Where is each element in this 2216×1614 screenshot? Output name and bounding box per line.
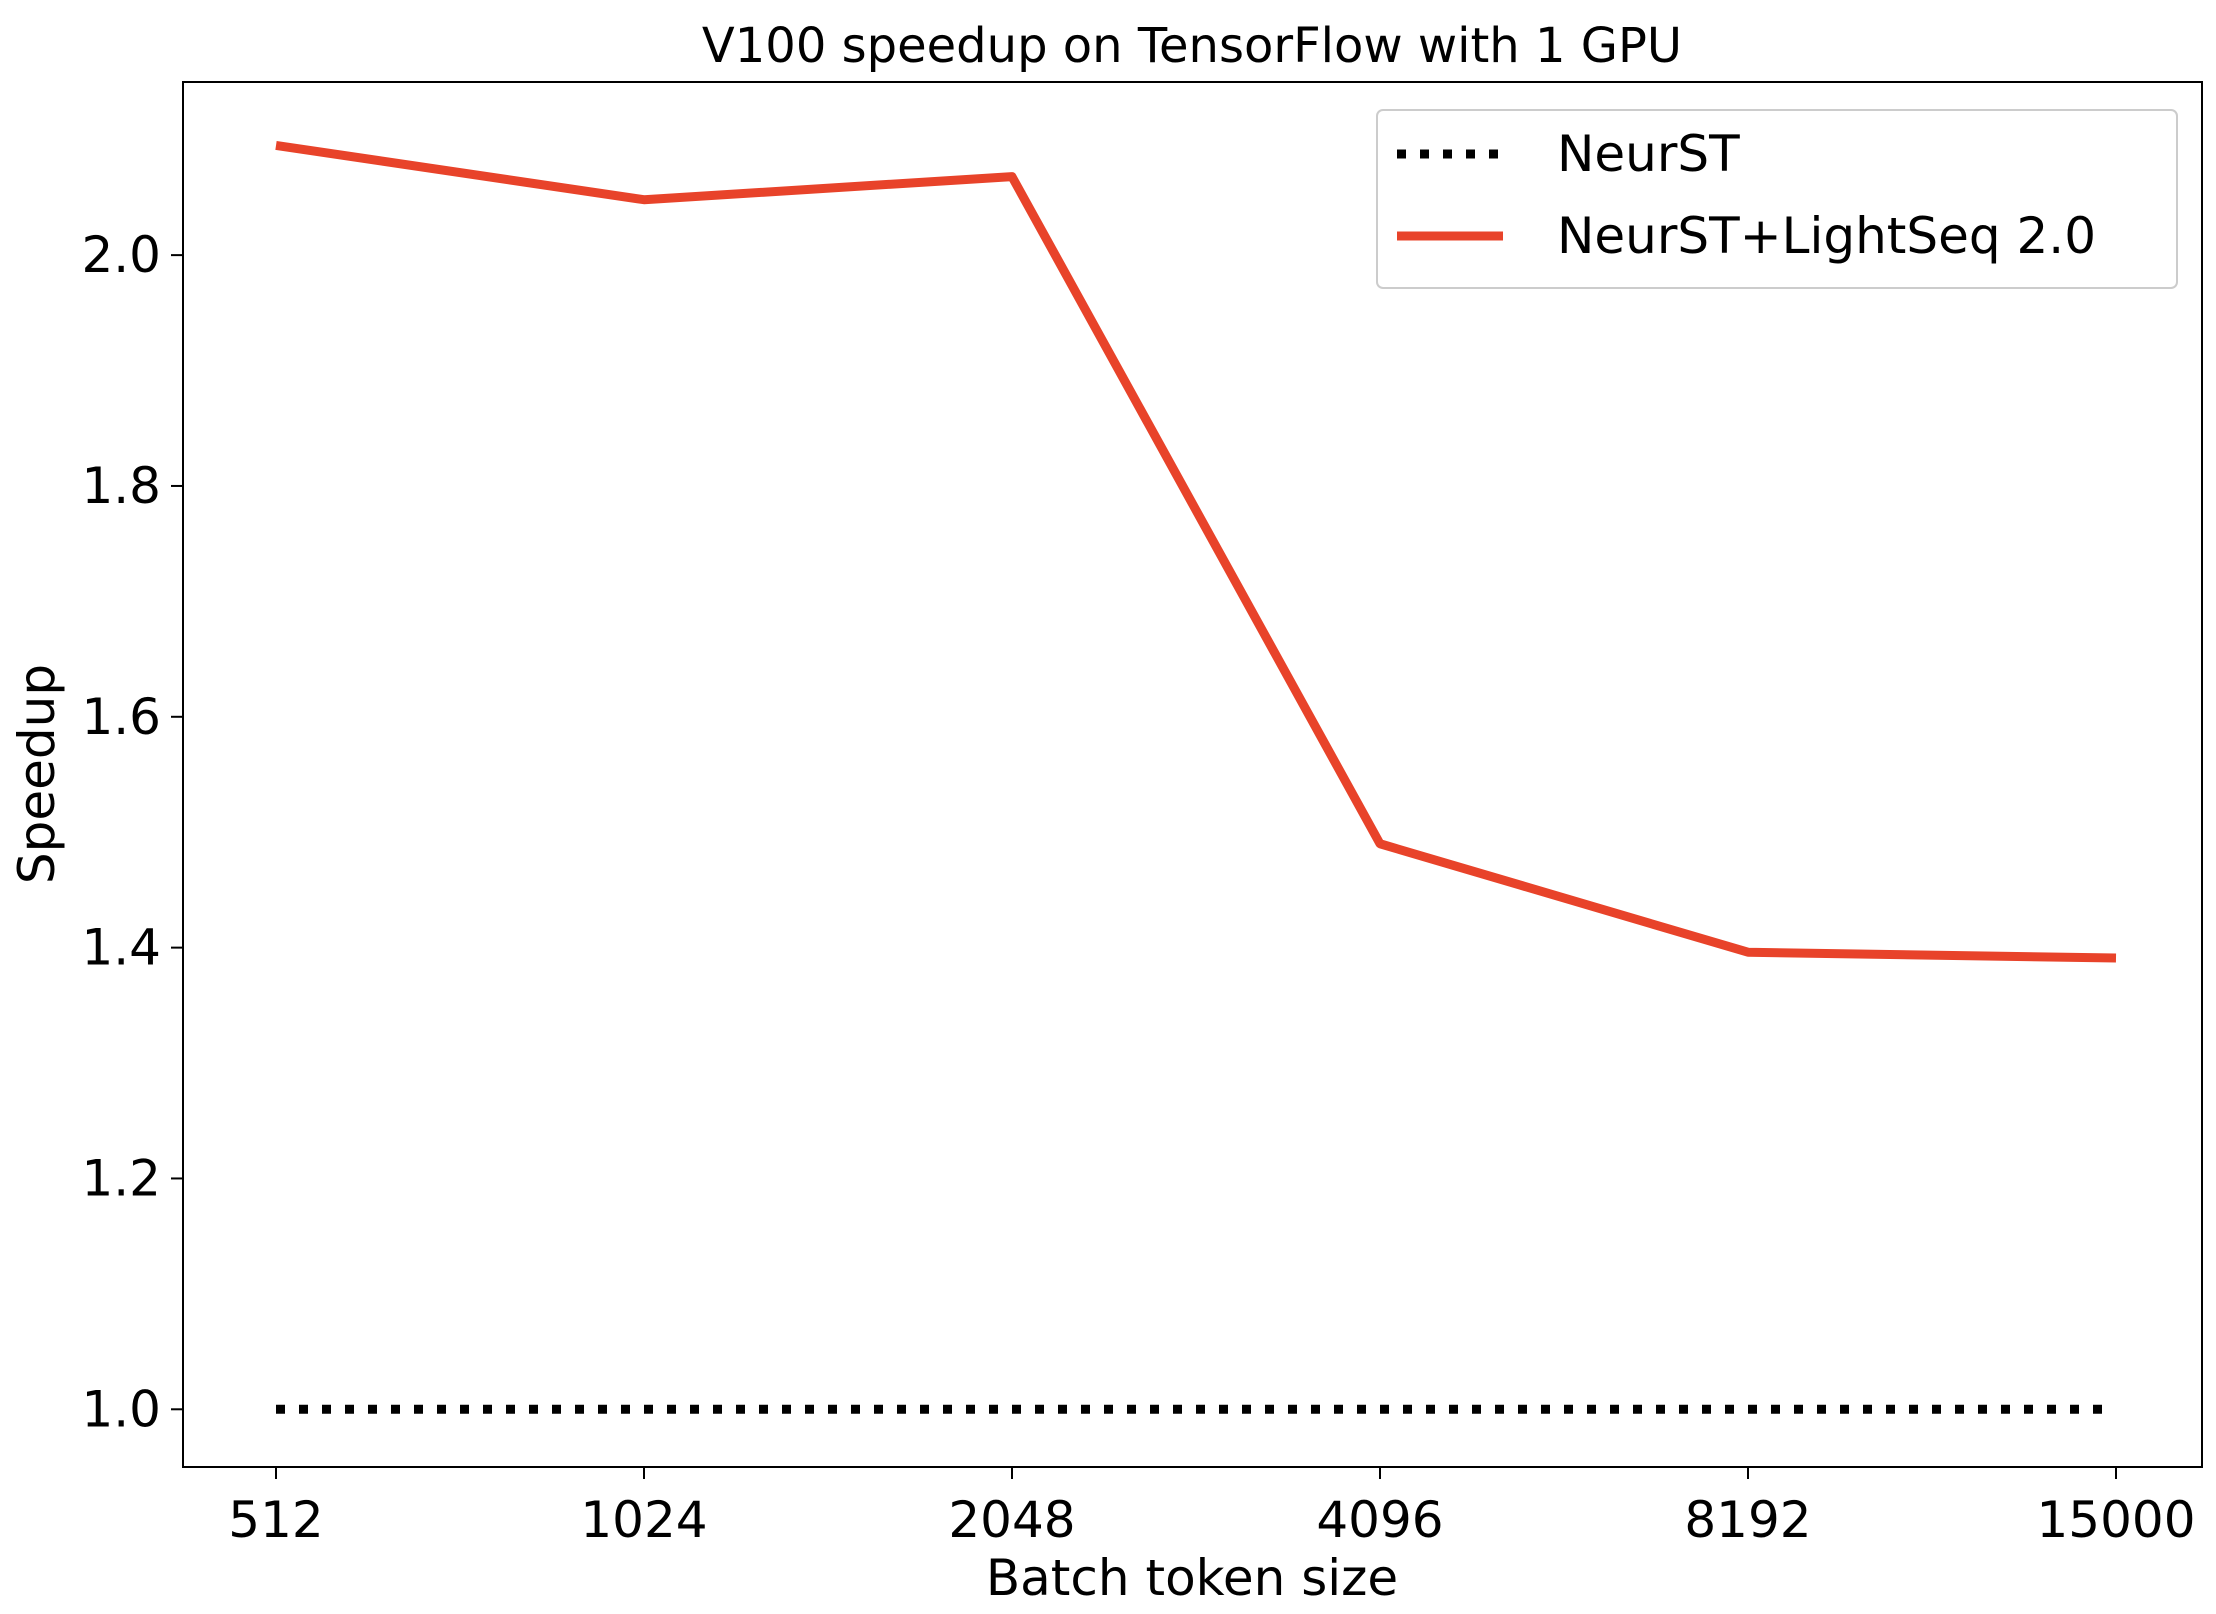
y-tick-label: 1.8 — [81, 457, 161, 515]
legend: NeurST NeurST+LightSeq 2.0 — [1376, 109, 2178, 289]
legend-box — [1376, 109, 2178, 289]
series-layer — [275, 141, 2117, 1414]
plot-frame — [182, 81, 2203, 1468]
x-tick-label: 2048 — [948, 1491, 1075, 1549]
x-axis-label: Batch token size — [986, 1549, 1398, 1607]
y-tick-label: 1.4 — [81, 919, 161, 977]
y-axis: 1.0 1.2 1.4 1.6 1.8 2.0 — [81, 226, 183, 1438]
y-axis-label: Speedup — [8, 664, 66, 884]
x-tick-label: 15000 — [2036, 1491, 2195, 1549]
x-axis: 512 1024 2048 4096 8192 15000 — [228, 1467, 2196, 1549]
x-tick-label: 8192 — [1684, 1491, 1811, 1549]
series-line-lightseq — [275, 141, 2117, 963]
x-tick-label: 4096 — [1316, 1491, 1443, 1549]
chart-title: V100 speedup on TensorFlow with 1 GPU — [702, 18, 1682, 74]
y-tick-label: 1.2 — [81, 1149, 161, 1207]
y-tick-label: 2.0 — [81, 226, 161, 284]
legend-label-lightseq: NeurST+LightSeq 2.0 — [1557, 207, 2096, 265]
y-tick-label: 1.6 — [81, 688, 161, 746]
y-tick-label: 1.0 — [81, 1380, 161, 1438]
legend-label-neurst: NeurST — [1557, 125, 1740, 183]
x-tick-label: 1024 — [580, 1491, 707, 1549]
x-tick-label: 512 — [228, 1491, 323, 1549]
